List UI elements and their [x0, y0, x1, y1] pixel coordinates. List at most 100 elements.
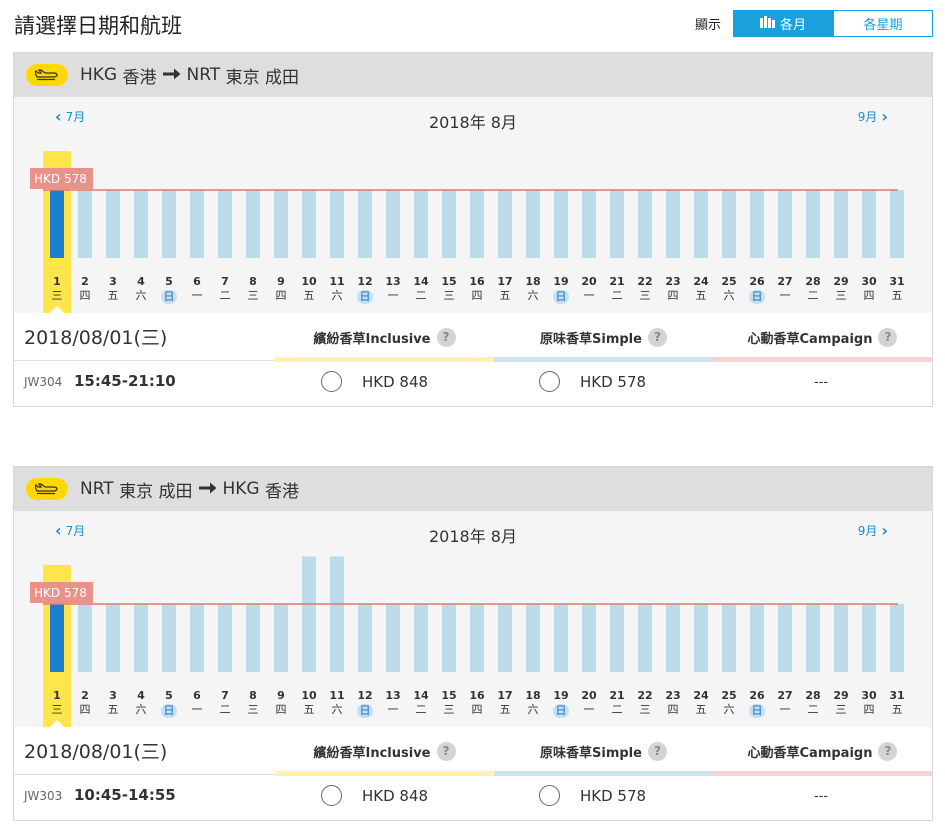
price-bar[interactable] [134, 604, 148, 672]
day-cell[interactable]: 21 二 [603, 689, 631, 717]
day-cell[interactable]: 14 二 [407, 689, 435, 717]
day-cell[interactable]: 28 二 [799, 689, 827, 717]
day-cell[interactable]: 24 五 [687, 689, 715, 717]
day-cell[interactable]: 29 三 [827, 689, 855, 717]
price-bar[interactable] [218, 604, 232, 672]
help-icon[interactable]: ? [436, 327, 456, 347]
price-bar[interactable] [162, 190, 176, 258]
day-cell[interactable]: 28 二 [799, 275, 827, 303]
price-bar[interactable] [274, 604, 288, 672]
day-cell[interactable]: 11 六 [323, 689, 351, 717]
price-bar[interactable] [778, 190, 792, 258]
monthly-view-button[interactable]: 各月 [733, 10, 833, 37]
day-cell[interactable]: 10 五 [295, 689, 323, 717]
price-bar[interactable] [162, 604, 176, 672]
next-month-link[interactable]: 9月 › [858, 521, 892, 540]
day-cell[interactable]: 30 四 [855, 689, 883, 717]
price-bar[interactable] [442, 604, 456, 672]
simple-radio[interactable] [539, 371, 560, 392]
price-bar[interactable] [694, 190, 708, 258]
price-bar[interactable] [806, 190, 820, 258]
help-icon[interactable]: ? [878, 741, 898, 761]
prev-month-link[interactable]: ‹ 7月 [51, 107, 85, 126]
price-bar[interactable] [862, 604, 876, 672]
price-bar[interactable] [806, 604, 820, 672]
price-bar[interactable] [862, 190, 876, 258]
simple-radio[interactable] [539, 785, 560, 806]
day-cell[interactable]: 11 六 [323, 275, 351, 303]
next-month-link[interactable]: 9月 › [858, 107, 892, 126]
price-bar[interactable] [526, 190, 540, 258]
day-cell[interactable]: 25 六 [715, 689, 743, 717]
price-bar[interactable] [386, 190, 400, 258]
price-bar[interactable] [414, 604, 428, 672]
price-bar[interactable] [610, 604, 624, 672]
help-icon[interactable]: ? [436, 741, 456, 761]
price-bar[interactable] [190, 190, 204, 258]
price-bar[interactable] [78, 190, 92, 258]
help-icon[interactable]: ? [647, 327, 667, 347]
price-bar[interactable] [330, 190, 344, 258]
day-cell[interactable]: 29 三 [827, 275, 855, 303]
inclusive-radio[interactable] [321, 785, 342, 806]
price-bar[interactable] [750, 604, 764, 672]
price-bar[interactable] [106, 604, 120, 672]
price-bar[interactable] [470, 190, 484, 258]
day-cell[interactable]: 23 四 [659, 275, 687, 303]
price-bar[interactable] [498, 604, 512, 672]
day-cell[interactable]: 20 一 [575, 275, 603, 303]
weekly-view-button[interactable]: 各星期 [833, 10, 933, 37]
day-cell[interactable]: 22 三 [631, 275, 659, 303]
price-bar[interactable] [358, 604, 372, 672]
price-bar[interactable] [302, 190, 316, 258]
day-cell[interactable]: 15 三 [435, 275, 463, 303]
price-bar[interactable] [554, 604, 568, 672]
price-bar[interactable] [78, 604, 92, 672]
day-cell[interactable]: 17 五 [491, 275, 519, 303]
day-cell[interactable]: 19 日 [547, 275, 575, 304]
price-bar[interactable] [582, 604, 596, 672]
price-bar[interactable] [302, 556, 316, 672]
price-bar[interactable] [50, 604, 64, 672]
day-cell[interactable]: 27 一 [771, 275, 799, 303]
day-cell[interactable]: 30 四 [855, 275, 883, 303]
prev-month-link[interactable]: ‹ 7月 [51, 521, 85, 540]
price-bar[interactable] [190, 604, 204, 672]
day-cell[interactable]: 18 六 [519, 275, 547, 303]
day-cell[interactable]: 20 一 [575, 689, 603, 717]
price-bar[interactable] [750, 190, 764, 258]
price-bar[interactable] [274, 190, 288, 258]
price-bar[interactable] [610, 190, 624, 258]
price-bar[interactable] [386, 604, 400, 672]
day-cell[interactable]: 15 三 [435, 689, 463, 717]
inclusive-radio[interactable] [321, 371, 342, 392]
day-cell[interactable]: 13 一 [379, 689, 407, 717]
day-cell[interactable]: 31 五 [883, 275, 911, 303]
price-bar[interactable] [638, 604, 652, 672]
price-bar[interactable] [666, 190, 680, 258]
day-cell[interactable]: 14 二 [407, 275, 435, 303]
day-cell[interactable]: 25 六 [715, 275, 743, 303]
help-icon[interactable]: ? [878, 327, 898, 347]
price-bar[interactable] [442, 190, 456, 258]
price-bar[interactable] [722, 604, 736, 672]
price-bar[interactable] [554, 190, 568, 258]
price-bar[interactable] [890, 190, 904, 258]
price-bar[interactable] [582, 190, 596, 258]
price-bar[interactable] [50, 190, 64, 258]
price-bar[interactable] [890, 604, 904, 672]
price-bar[interactable] [330, 556, 344, 672]
price-bar[interactable] [834, 190, 848, 258]
help-icon[interactable]: ? [647, 741, 667, 761]
